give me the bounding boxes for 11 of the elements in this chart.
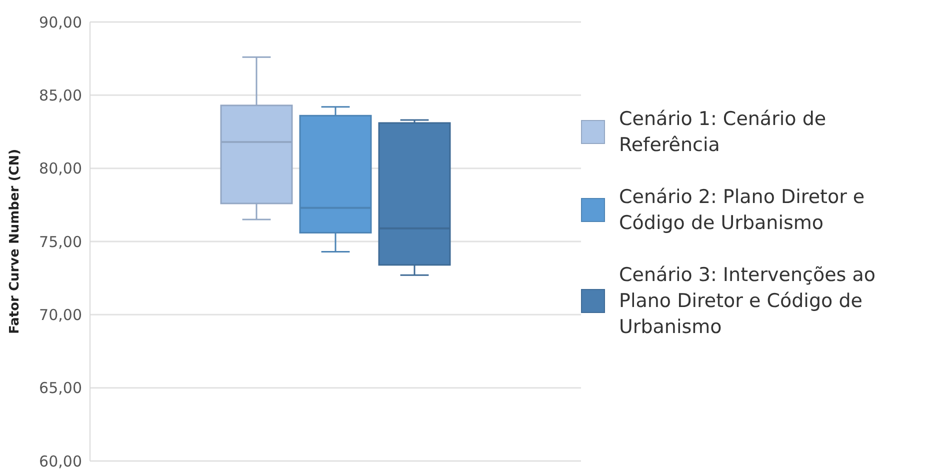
y-tick-label: 75,00 (39, 232, 82, 251)
y-tick-label: 90,00 (39, 13, 82, 32)
y-axis-title: Fator Curve Number (CN) (8, 148, 23, 334)
y-tick-label: 60,00 (39, 452, 82, 470)
y-tick-label: 65,00 (39, 379, 82, 398)
y-tick-label: 80,00 (39, 160, 82, 178)
y-tick-label: 70,00 (39, 306, 82, 324)
legend-label: Cenário 2: Plano Diretor e Código de Urbanismo (619, 184, 866, 236)
legend-label: Cenário 1: Cenário de Referência (619, 106, 828, 158)
legend-label: Cenário 3: Intervenções ao Plano Diretor e Código de Urbanismo (619, 262, 876, 340)
y-tick-label: 85,00 (39, 86, 82, 104)
